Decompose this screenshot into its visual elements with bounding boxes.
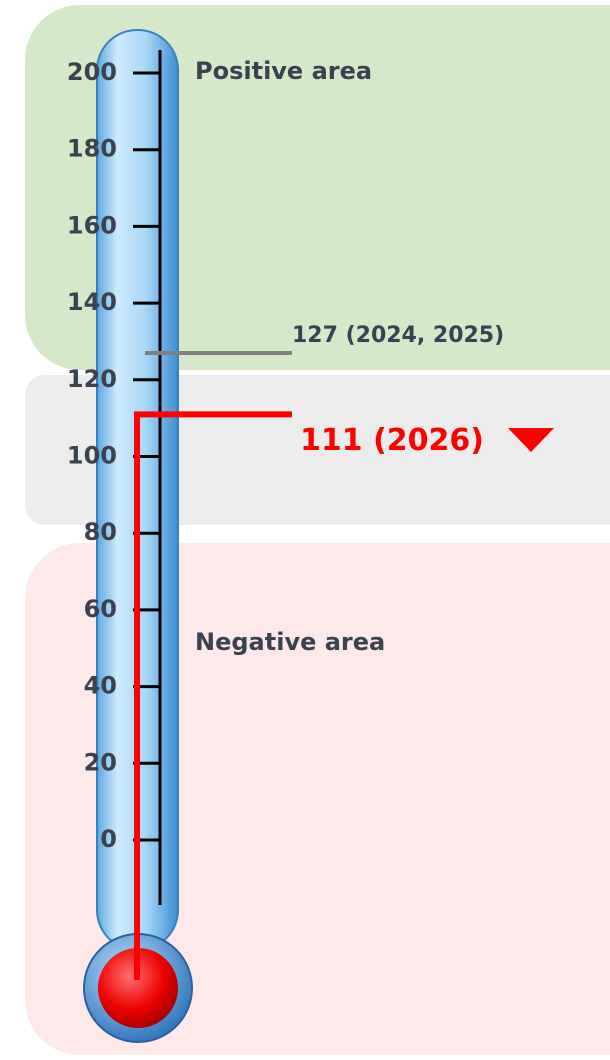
zone-label: Negative area <box>195 628 385 656</box>
y-tick-label: 180 <box>67 135 117 163</box>
chart: Positive area Negative area 0 20 40 60 80 100… <box>0 0 610 1060</box>
y-tick-label: 100 <box>67 442 117 470</box>
value-label: 127 (2024, 2025) <box>292 323 504 348</box>
y-tick-label: 160 <box>67 211 117 239</box>
y-tick-label: 120 <box>67 365 117 393</box>
y-tick-label: 80 <box>84 518 117 546</box>
y-tick-label: 200 <box>67 58 117 86</box>
zone-label: Positive area <box>195 57 372 85</box>
y-tick-label: 20 <box>84 748 117 776</box>
y-tick-label: 140 <box>67 288 117 316</box>
y-tick-label: 40 <box>84 672 117 700</box>
value-label: 111 (2026) <box>300 423 484 458</box>
y-tick-label: 60 <box>84 595 117 623</box>
y-tick-label: 0 <box>100 825 117 853</box>
